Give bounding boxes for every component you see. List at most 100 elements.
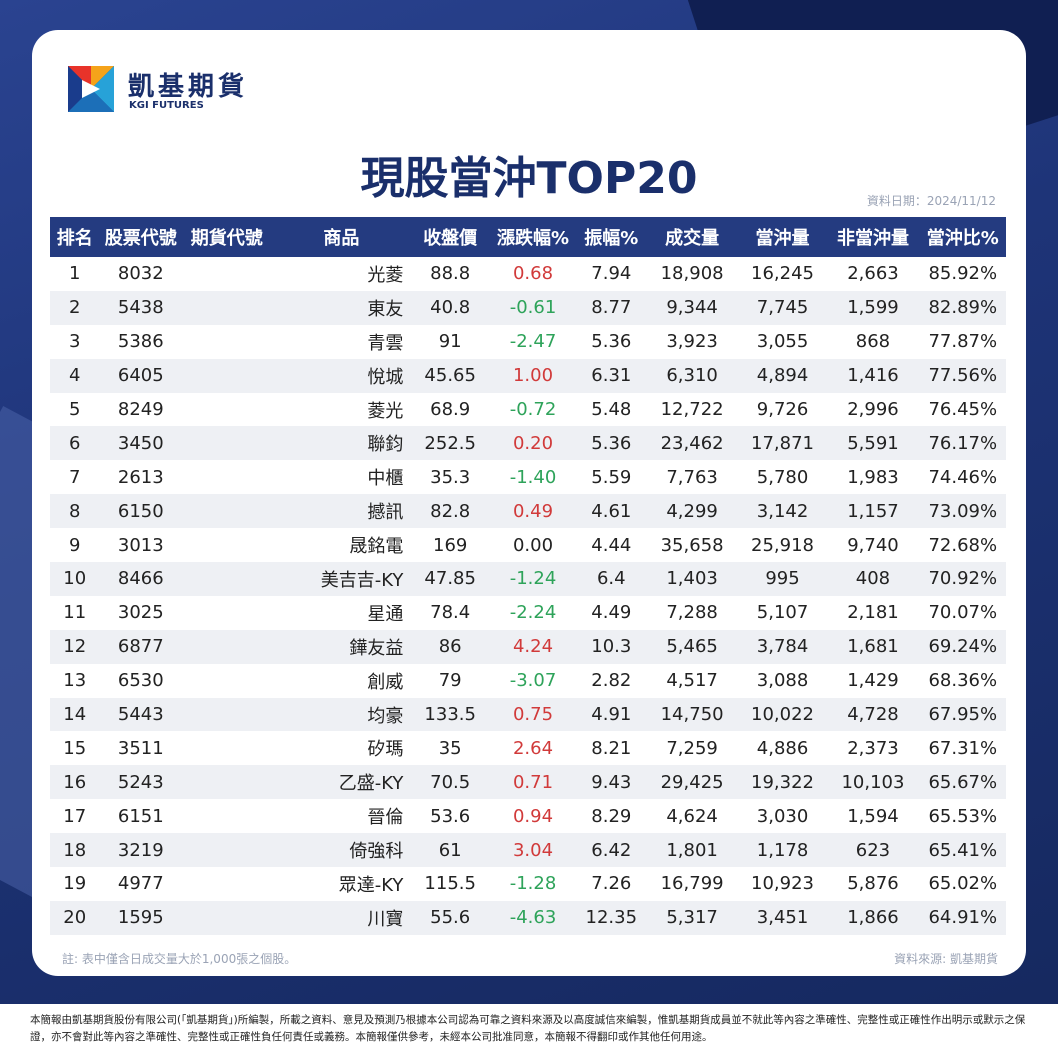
rank-cell: 8 bbox=[50, 494, 100, 529]
futures-code-cell bbox=[182, 325, 271, 359]
non-daytrade-volume-cell: 868 bbox=[855, 331, 891, 353]
non-daytrade-volume-cell: 2,663 bbox=[847, 263, 899, 285]
close-price-cell: 82.8 bbox=[411, 494, 489, 529]
non-daytrade-volume-cell: 1,681 bbox=[826, 629, 920, 664]
change-pct-cell: -2.47 bbox=[509, 331, 557, 353]
amplitude-cell: 6.4 bbox=[577, 562, 646, 596]
futures-code-cell bbox=[182, 664, 271, 698]
volume-cell: 4,299 bbox=[645, 494, 739, 529]
table-row: 19 4977 眾達-KY 115.5 -1.28 7.26 16,799 10,923 5,8… bbox=[50, 867, 1006, 901]
column-header: 期貨代號 bbox=[182, 217, 272, 257]
change-pct-cell: -1.24 bbox=[488, 562, 578, 596]
volume-cell: 7,259 bbox=[666, 737, 718, 759]
rank-cell: 15 bbox=[63, 737, 87, 759]
table-row: 8 6150 撼訊 82.8 0.49 4.61 4,299 3,142 1,157 73.09% bbox=[50, 494, 1006, 529]
stock-code-cell: 5386 bbox=[117, 331, 164, 353]
daytrade-ratio-cell: 70.92% bbox=[919, 562, 1006, 596]
daytrade-ratio-cell: 76.45% bbox=[928, 399, 998, 420]
daytrade-ratio-cell: 69.24% bbox=[919, 629, 1006, 664]
daytrade-ratio-cell: 77.87% bbox=[928, 331, 998, 353]
amplitude-cell: 4.44 bbox=[591, 534, 632, 556]
change-pct-cell: -3.07 bbox=[509, 670, 557, 692]
non-daytrade-volume-cell: 4,728 bbox=[826, 697, 920, 732]
rank-cell: 4 bbox=[50, 358, 100, 393]
amplitude-cell: 5.36 bbox=[577, 426, 646, 461]
stock-code-cell: 8249 bbox=[117, 399, 164, 420]
close-price-cell: 40.8 bbox=[411, 290, 489, 325]
non-daytrade-volume-cell: 1,983 bbox=[847, 466, 899, 488]
futures-code-cell bbox=[182, 358, 272, 393]
product-name-cell: 均豪 bbox=[271, 697, 412, 732]
volume-cell: 12,722 bbox=[660, 399, 724, 420]
disclaimer: 本簡報由凱基期貨股份有限公司(「凱基期貨」)所編製，所載之資料、意見及預測乃根據… bbox=[0, 1004, 1058, 1058]
rank-cell: 10 bbox=[50, 562, 100, 596]
stock-code-cell: 3450 bbox=[99, 426, 183, 461]
table-row: 15 3511 矽瑪 35 2.64 8.21 7,259 4,886 2,373 67.31% bbox=[50, 731, 1006, 765]
close-price-cell: 53.6 bbox=[430, 805, 471, 827]
futures-code-cell bbox=[182, 833, 272, 868]
non-daytrade-volume-cell: 1,416 bbox=[826, 358, 920, 393]
daytrade-volume-cell: 3,784 bbox=[738, 629, 827, 664]
daytrade-ratio-cell: 68.36% bbox=[928, 670, 998, 692]
table-row: 11 3025 星通 78.4 -2.24 4.49 7,288 5,107 2,181 70.0… bbox=[50, 596, 1006, 630]
product-name-cell: 青雲 bbox=[367, 332, 404, 354]
volume-cell: 5,465 bbox=[645, 629, 739, 664]
table-header: 排名 股票代號 期貨代號 商品 收盤價 漲跌幅% 振幅% 成交量 當沖量 非當沖量 當沖比% bbox=[50, 217, 1006, 257]
table-row: 1 8032 光菱 88.8 0.68 7.94 18,908 16,245 2,663 85.9… bbox=[50, 257, 1006, 291]
brand-name-en: KGI FUTURES bbox=[129, 100, 204, 111]
amplitude-cell: 6.42 bbox=[577, 833, 646, 868]
daytrade-volume-cell: 5,107 bbox=[756, 602, 809, 624]
product-name-cell: 東友 bbox=[271, 290, 412, 325]
stock-code-cell: 5438 bbox=[99, 290, 183, 325]
rank-cell: 11 bbox=[63, 602, 87, 624]
close-price-cell: 133.5 bbox=[411, 697, 489, 732]
volume-cell: 14,750 bbox=[645, 697, 739, 732]
stock-code-cell: 3511 bbox=[117, 737, 164, 759]
daytrade-volume-cell: 5,780 bbox=[756, 466, 809, 488]
futures-code-cell bbox=[182, 393, 271, 427]
rank-cell: 3 bbox=[69, 331, 81, 353]
product-name-cell: 星通 bbox=[367, 603, 404, 625]
change-pct-cell: 0.71 bbox=[488, 765, 578, 800]
non-daytrade-volume-cell: 5,876 bbox=[847, 873, 899, 895]
close-price-cell: 88.8 bbox=[430, 263, 471, 285]
change-pct-cell: -0.61 bbox=[488, 290, 578, 325]
non-daytrade-volume-cell: 5,591 bbox=[826, 426, 920, 461]
column-header: 成交量 bbox=[645, 217, 739, 257]
daytrade-volume-cell: 3,055 bbox=[756, 331, 809, 353]
product-name-cell: 美吉吉-KY bbox=[271, 562, 412, 596]
futures-code-cell bbox=[182, 494, 272, 529]
column-header: 排名 bbox=[50, 217, 100, 257]
report-card: 凱基期貨 KGI FUTURES 現股當沖TOP20 資料日期：2024/11/… bbox=[32, 30, 1026, 976]
stock-code-cell: 8032 bbox=[117, 263, 164, 285]
amplitude-cell: 6.31 bbox=[577, 358, 646, 393]
stock-code-cell: 6151 bbox=[117, 805, 164, 827]
volume-cell: 9,344 bbox=[645, 290, 739, 325]
change-pct-cell: -0.72 bbox=[509, 399, 557, 420]
daytrade-ratio-cell: 82.89% bbox=[919, 290, 1006, 325]
table-row: 6 3450 聯鈞 252.5 0.20 5.36 23,462 17,871 5,591 76.… bbox=[50, 426, 1006, 461]
table-row: 10 8466 美吉吉-KY 47.85 -1.24 6.4 1,403 995 408 70.9… bbox=[50, 562, 1006, 596]
change-pct-cell: 0.49 bbox=[488, 494, 578, 529]
non-daytrade-volume-cell: 2,996 bbox=[847, 399, 899, 420]
rank-cell: 20 bbox=[50, 900, 100, 935]
non-daytrade-volume-cell: 623 bbox=[826, 833, 920, 868]
amplitude-cell: 12.35 bbox=[577, 900, 646, 935]
futures-code-cell bbox=[182, 799, 271, 833]
stock-code-cell: 5243 bbox=[99, 765, 183, 800]
change-pct-cell: 0.20 bbox=[488, 426, 578, 461]
product-name-cell: 倚強科 bbox=[271, 833, 412, 868]
futures-code-cell bbox=[182, 290, 272, 325]
futures-code-cell bbox=[182, 900, 272, 935]
change-pct-cell: 2.64 bbox=[512, 737, 554, 759]
daytrade-volume-cell: 4,886 bbox=[756, 737, 809, 759]
volume-cell: 7,288 bbox=[666, 602, 718, 624]
volume-cell: 4,517 bbox=[666, 670, 718, 692]
daytrade-ratio-cell: 65.02% bbox=[928, 873, 998, 895]
futures-code-cell bbox=[182, 596, 271, 630]
table-row: 9 3013 晟銘電 169 0.00 4.44 35,658 25,918 9,740 72.6… bbox=[50, 528, 1006, 562]
close-price-cell: 78.4 bbox=[430, 602, 471, 624]
close-price-cell: 79 bbox=[438, 670, 462, 692]
amplitude-cell: 10.3 bbox=[577, 629, 646, 664]
table-row: 7 2613 中櫃 35.3 -1.40 5.59 7,763 5,780 1,983 74.46… bbox=[50, 460, 1006, 494]
